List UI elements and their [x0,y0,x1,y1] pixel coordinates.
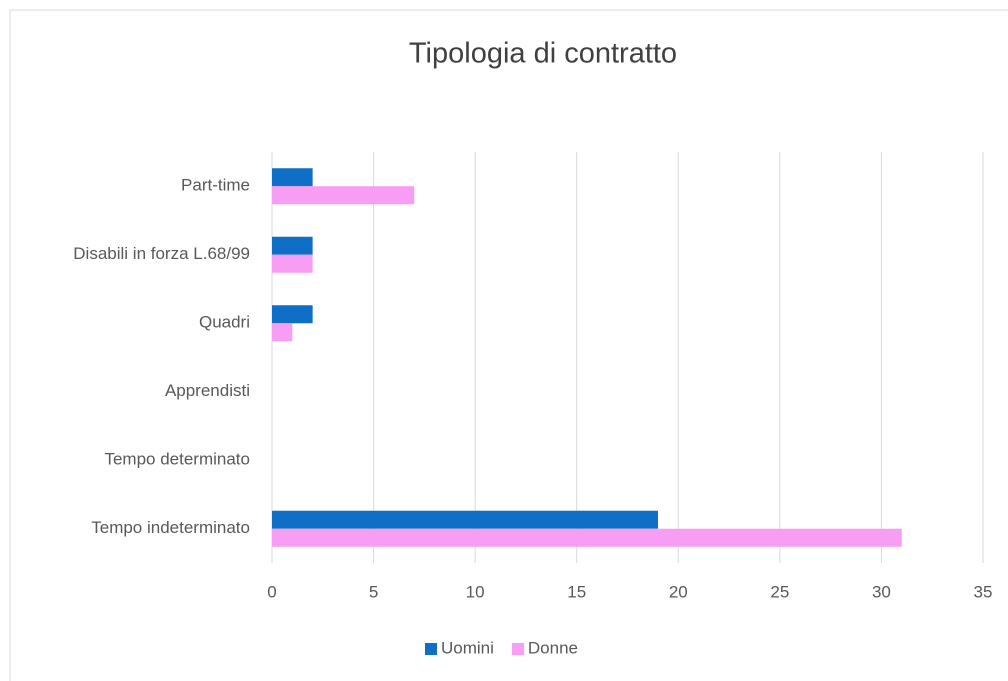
y-tick-label: Apprendisti [165,381,250,400]
bar [272,528,902,547]
y-tick-label: Disabili in forza L.68/99 [73,244,250,263]
y-tick-label: Tempo determinato [104,450,250,469]
x-tick-label: 10 [466,582,485,601]
x-tick-label: 0 [267,582,276,601]
x-tick-label: 20 [669,582,688,601]
bar [272,323,293,342]
legend-swatch [511,643,524,655]
y-tick-label: Tempo indeterminato [91,518,250,537]
chart-title: Tipologia di contratto [409,38,677,70]
chart-border [9,9,1008,681]
x-tick-label: 15 [567,582,586,601]
bar [272,168,313,187]
legend-label: Donne [528,638,578,657]
bar [272,510,658,529]
y-tick-label: Quadri [199,313,250,332]
x-tick-label: 25 [770,582,789,601]
bar [272,186,415,205]
x-tick-label: 30 [872,582,891,601]
legend-swatch [425,643,437,655]
x-tick-label: 35 [974,582,993,601]
y-tick-label: Part-time [181,176,250,195]
legend-label: Uomini [441,638,494,657]
bar [272,305,313,324]
bar [272,236,313,255]
bar [272,254,313,273]
x-tick-label: 5 [369,582,378,601]
